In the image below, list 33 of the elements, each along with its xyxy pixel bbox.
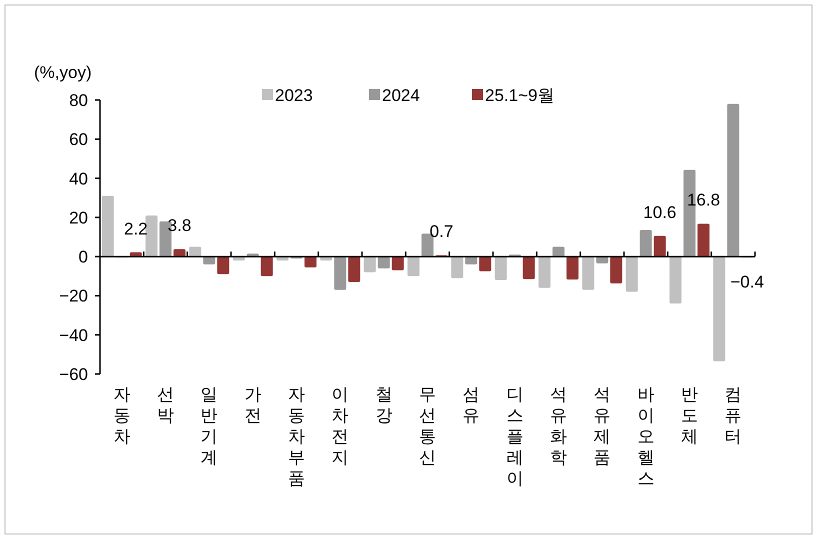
- x-tick-label: 이차전지: [332, 385, 349, 467]
- y-tick-label: −40: [59, 326, 88, 345]
- x-tick-label: 자동차: [113, 385, 130, 446]
- data-label: 10.6: [643, 202, 676, 222]
- legend-label: 2023: [275, 86, 313, 105]
- legend-label: 2024: [382, 86, 420, 105]
- x-tick-label: 디스플레이: [506, 385, 524, 488]
- x-tick-label: 석유제품: [594, 385, 611, 467]
- data-label: 16.8: [686, 190, 720, 210]
- data-label: 3.8: [168, 216, 192, 236]
- data-label: 2.2: [124, 219, 148, 238]
- x-tick-label: 무선통신: [419, 385, 436, 467]
- x-tick-label: 선박: [157, 385, 174, 425]
- x-tick-label: 철강: [375, 385, 392, 425]
- y-tick-label: 20: [69, 208, 88, 228]
- legend-label: 25.1~9월: [485, 86, 554, 105]
- x-tick-label: 바이오헬스: [637, 385, 654, 488]
- x-tick-label: 석유화학: [550, 385, 567, 467]
- y-tick-label: 60: [69, 130, 88, 150]
- x-tick-label: 가전: [244, 385, 262, 425]
- x-tick-label: 컴퓨터: [724, 385, 742, 446]
- x-tick-label: 반도체: [681, 385, 698, 446]
- y-tick-label: −60: [59, 365, 88, 384]
- data-label: −0.4: [730, 272, 764, 292]
- y-tick-label: 0: [78, 248, 88, 267]
- y-tick-label: 80: [69, 91, 88, 110]
- y-axis-title: (%,yoy): [34, 63, 92, 82]
- x-tick-label: 일반기계: [200, 385, 218, 467]
- data-label: 0.7: [430, 222, 454, 242]
- x-tick-label: 섬유: [462, 385, 480, 425]
- y-tick-label: 40: [69, 169, 88, 188]
- y-tick-label: −20: [59, 286, 88, 306]
- x-tick-label: 자동차부품: [288, 385, 305, 488]
